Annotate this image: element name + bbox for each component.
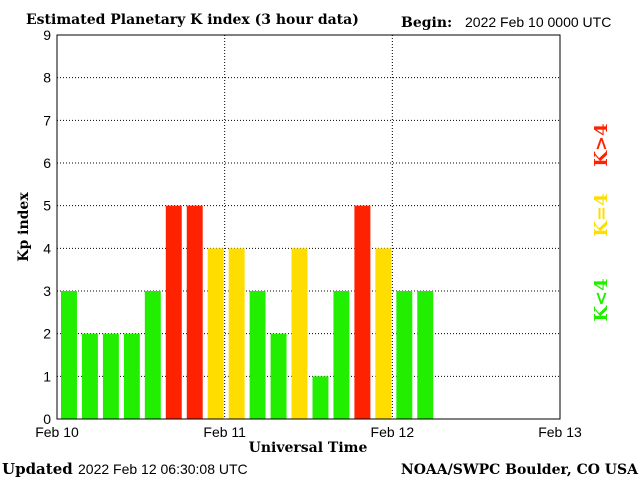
y-tick-label: 0 — [43, 411, 51, 427]
y-tick-label: 6 — [43, 155, 51, 171]
kp-bar — [333, 291, 350, 419]
legend-item: K<4 — [591, 278, 612, 321]
updated-label: Updated — [2, 460, 73, 478]
kp-bar — [165, 205, 182, 419]
kp-bar — [354, 205, 371, 419]
kp-bar — [186, 205, 203, 419]
begin-label: Begin: — [401, 15, 452, 31]
x-tick-label: Feb 12 — [371, 424, 415, 440]
kp-bar — [144, 291, 161, 419]
x-tick-label: Feb 13 — [538, 424, 582, 440]
y-tick-label: 1 — [43, 368, 51, 384]
y-tick-label: 9 — [43, 27, 51, 43]
plot-frame — [56, 34, 561, 420]
y-axis-label: Kp index — [16, 192, 32, 262]
kp-bar — [228, 248, 245, 419]
y-tick-label: 8 — [43, 70, 51, 86]
y-tick-labels: 0 1 2 3 4 5 6 7 8 9 — [43, 27, 51, 427]
grid — [57, 35, 560, 419]
x-axis-label: Universal Time — [249, 440, 368, 456]
x-tick-label: Feb 11 — [203, 424, 246, 440]
legend: K<4 K=4 K>4 — [591, 123, 612, 321]
legend-item: K>4 — [591, 123, 612, 166]
y-tick-label: 5 — [43, 198, 51, 214]
y-tick-label: 3 — [43, 283, 51, 299]
kp-bar — [312, 376, 329, 419]
credit: NOAA/SWPC Boulder, CO USA — [401, 462, 639, 478]
y-tick-label: 2 — [43, 326, 51, 342]
y-tick-label: 7 — [43, 112, 51, 128]
kp-bar — [396, 291, 413, 419]
kp-bar — [102, 333, 119, 419]
kp-bar — [375, 248, 392, 419]
x-tick-label: Feb 10 — [35, 424, 79, 440]
kp-bar — [207, 248, 224, 419]
updated-value: 2022 Feb 12 06:30:08 UTC — [78, 461, 248, 477]
kp-bar — [123, 333, 140, 419]
kp-bar — [270, 333, 287, 419]
kp-bar — [249, 291, 266, 419]
chart-title: Estimated Planetary K index (3 hour data… — [26, 12, 359, 28]
begin-value: 2022 Feb 10 0000 UTC — [465, 14, 611, 30]
kp-bar — [81, 333, 98, 419]
legend-item: K=4 — [591, 193, 612, 236]
kp-bar — [417, 291, 434, 419]
x-tick-labels: Feb 10 Feb 11 Feb 12 Feb 13 — [35, 424, 582, 440]
bars — [61, 205, 434, 419]
y-tick-label: 4 — [43, 240, 51, 256]
kp-bar — [61, 291, 77, 419]
kp-bar — [291, 248, 308, 419]
